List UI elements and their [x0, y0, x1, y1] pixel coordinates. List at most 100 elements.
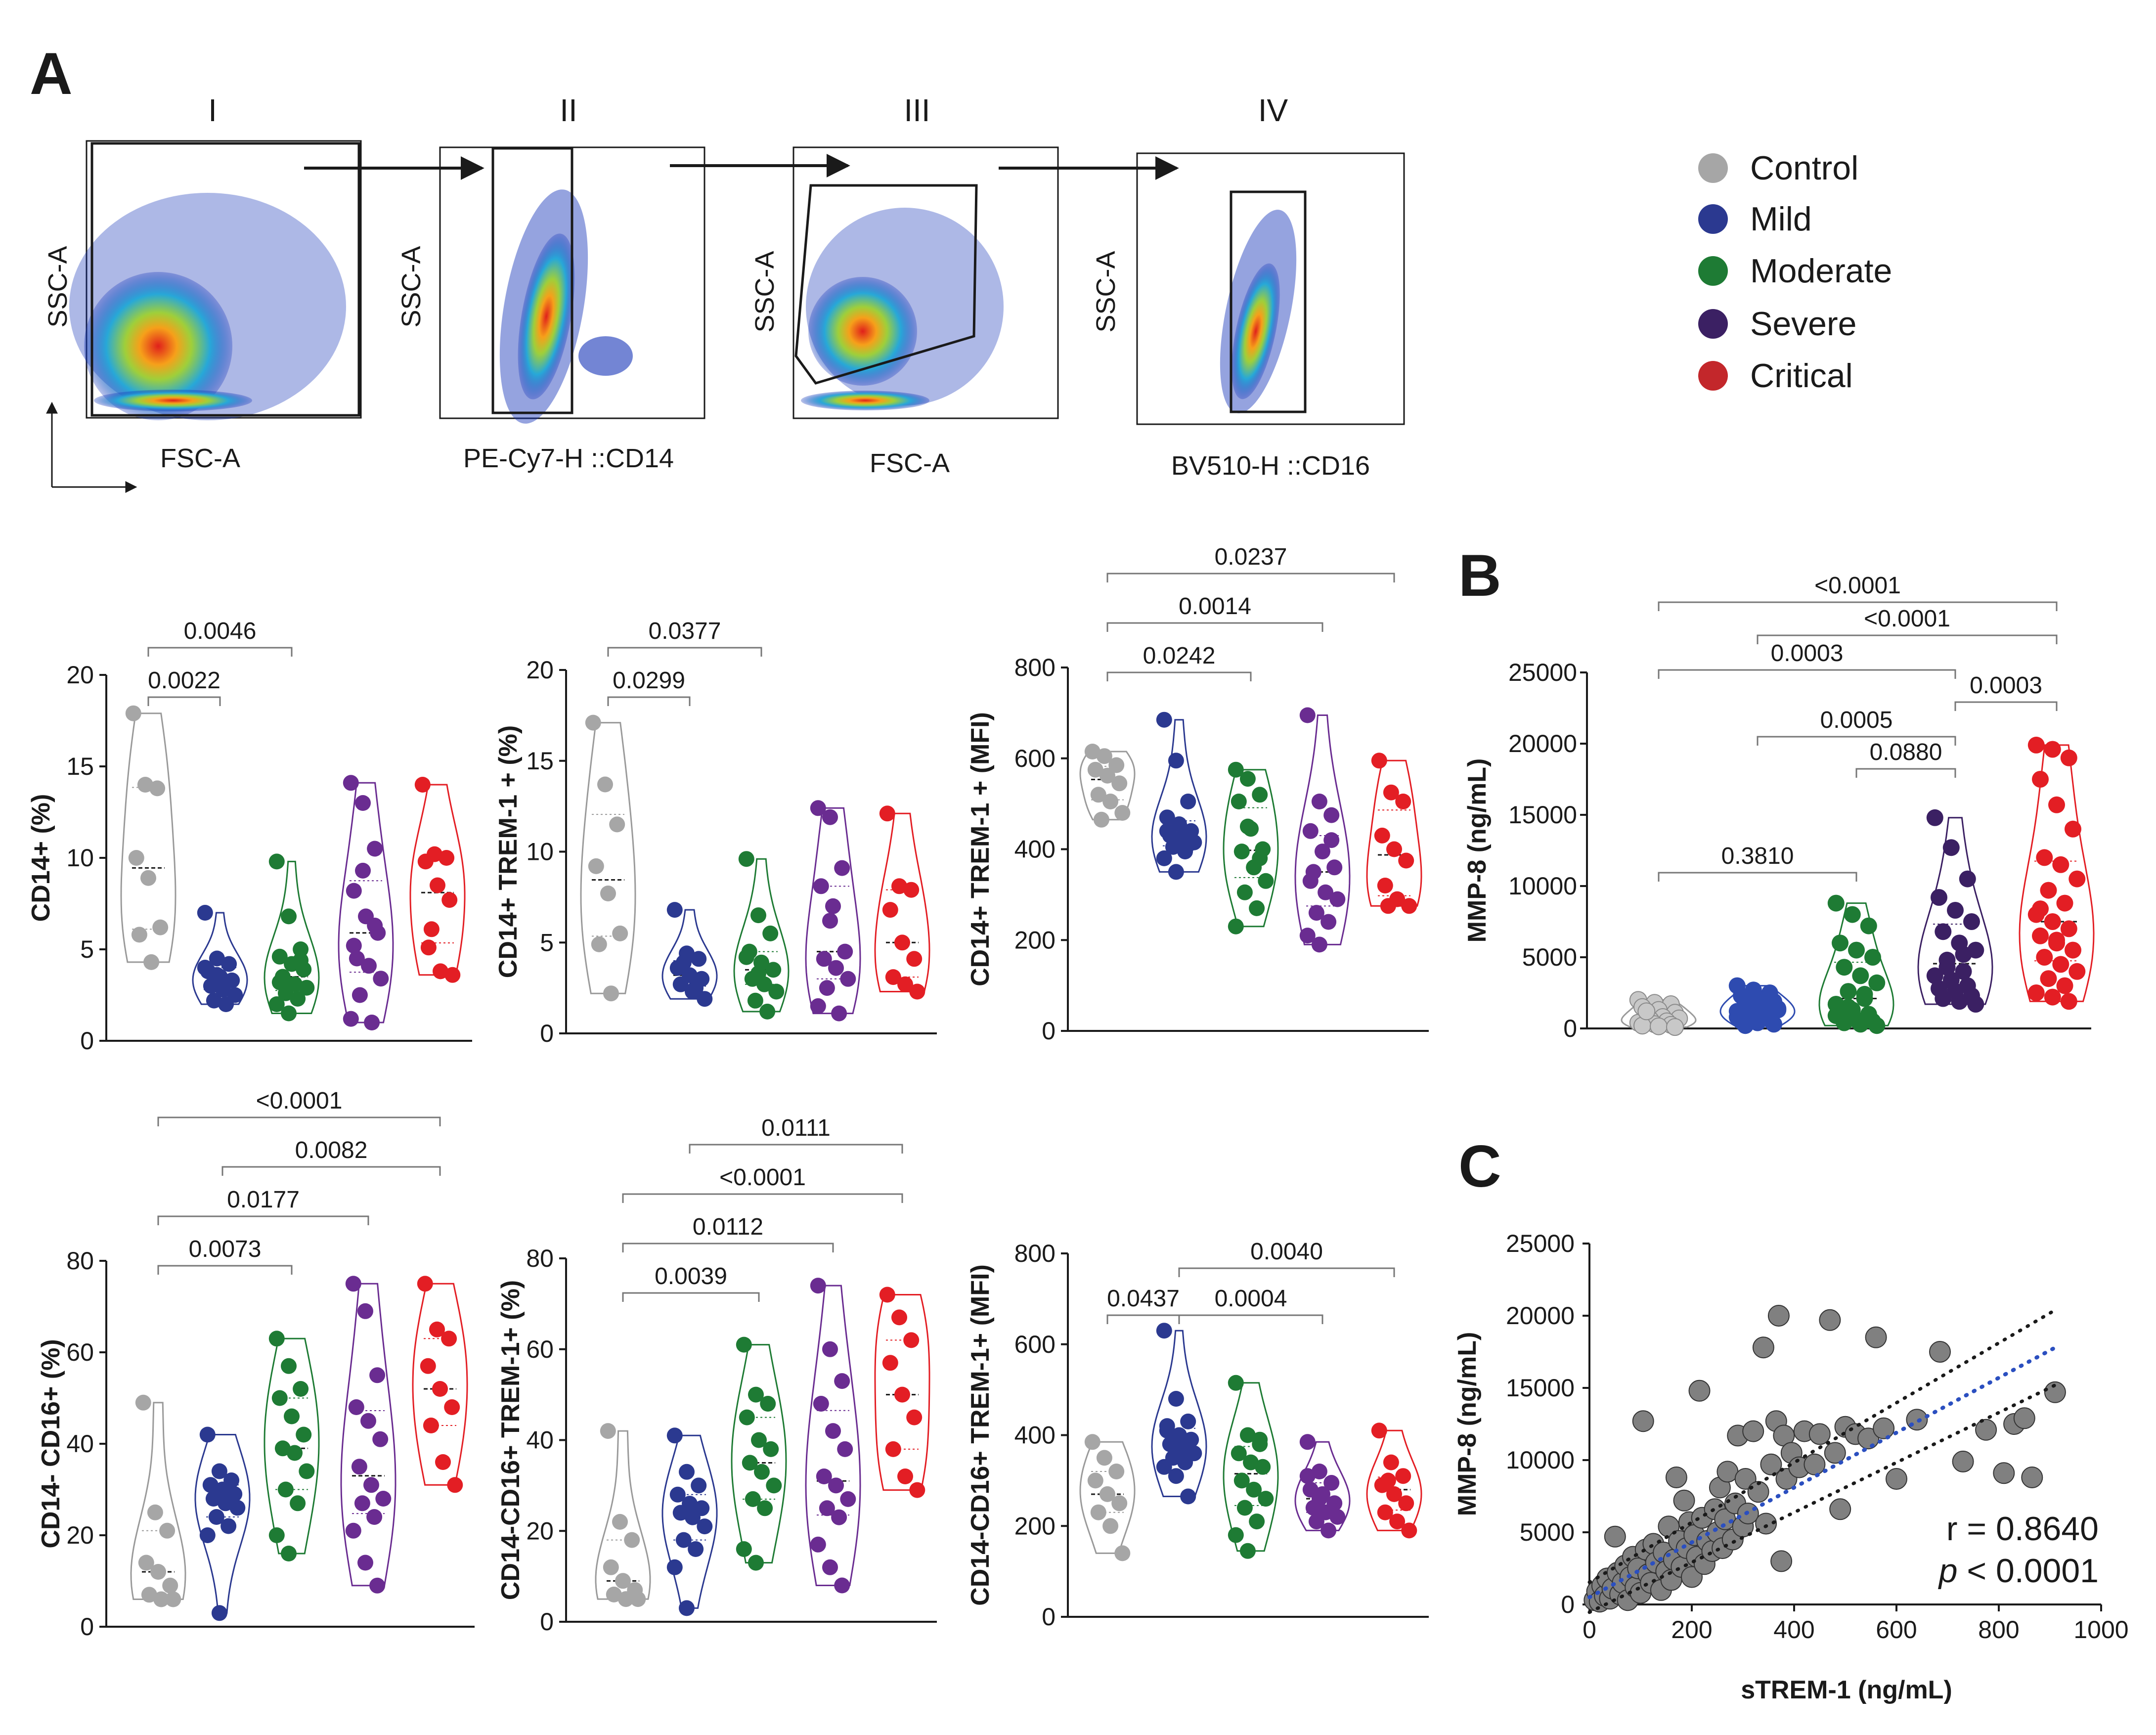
cd14-point-critical — [423, 921, 440, 937]
corr-p-symbol: p — [1938, 1552, 1958, 1590]
trem-violin-control — [580, 722, 636, 994]
cd14-ytick-label: 20 — [66, 661, 94, 689]
mmp8-point-critical — [2056, 977, 2073, 994]
trem_mfi-point-mild — [1159, 809, 1175, 826]
gating-xlabel-2: PE-Cy7-H ::CD14 — [463, 444, 674, 473]
cd16_mfi-point-moderate — [1243, 1454, 1259, 1470]
cd16_mfi-point-mild — [1159, 1418, 1175, 1434]
trem_mfi-point-mild — [1165, 839, 1181, 855]
cd14-point-control — [125, 705, 141, 721]
corr-point — [1824, 1442, 1846, 1464]
cd16_mfi-point-moderate — [1246, 1481, 1262, 1498]
mmp8-point-critical — [2065, 820, 2081, 838]
cd14-point-moderate — [299, 979, 315, 996]
trem-point-moderate — [759, 1003, 776, 1020]
gating-gate-2 — [491, 147, 573, 414]
cd16_trem-point-mild — [675, 1532, 692, 1548]
chart-mmp8-violin: 0 5000 10000 15000 20000 25000 MMP-8 (ng/mL) 0.… — [1463, 573, 2095, 1042]
trem_mfi-point-severe — [1329, 891, 1346, 907]
cd16_mfi-point-moderate — [1249, 1513, 1265, 1530]
cd14-point-severe — [361, 958, 377, 974]
cd16_mfi-point-control — [1114, 1545, 1131, 1561]
corr-point — [1952, 1450, 1974, 1472]
cd16_trem-ytick-label: 60 — [526, 1335, 554, 1363]
cd16-pvalue: 0.0177 — [227, 1187, 300, 1213]
cd14-point-control — [131, 927, 147, 943]
cd16_trem-pvalue: <0.0001 — [719, 1164, 806, 1191]
cd14-point-moderate — [271, 974, 288, 990]
trem-point-critical — [879, 805, 895, 822]
trem_mfi-point-moderate — [1236, 884, 1253, 900]
mmp8-pvalue: 0.3810 — [1721, 843, 1794, 869]
cd14-point-moderate — [271, 948, 288, 965]
cd16_trem-pvalue: 0.0039 — [655, 1263, 727, 1290]
cd14-point-moderate — [268, 853, 285, 870]
mmp8-bracket — [1855, 768, 1956, 778]
mmp8-point-critical — [2060, 749, 2077, 766]
cd16_mfi-point-moderate — [1236, 1500, 1253, 1516]
cd16-point-mild — [205, 1491, 221, 1507]
cd16-point-severe — [357, 1303, 373, 1319]
cd14-ytick-label: 5 — [80, 935, 94, 963]
gating-band-3 — [801, 391, 929, 410]
cd16-point-moderate — [290, 1495, 306, 1512]
trem_mfi-violin-severe — [1294, 714, 1351, 945]
trem_mfi-point-control — [1114, 805, 1131, 821]
mmp8-pvalue: 0.0880 — [1870, 739, 1942, 765]
trem_mfi-violin-mild — [1151, 719, 1207, 873]
cd16_trem-violin-control — [595, 1430, 651, 1600]
trem_mfi-point-control — [1100, 767, 1115, 784]
legend-label-control: Control — [1750, 149, 1858, 187]
gating-ylabel-3: SSC-A — [750, 251, 780, 332]
trem_mfi-point-control — [1102, 794, 1119, 809]
corr-point — [1755, 1513, 1777, 1535]
cd16-point-severe — [375, 1491, 392, 1507]
cd16-violin-critical — [412, 1283, 468, 1486]
trem_mfi-point-critical — [1386, 841, 1402, 857]
mmp8-point-control — [1637, 1002, 1656, 1021]
trem_mfi-point-severe — [1320, 914, 1337, 930]
cd16_mfi-point-mild — [1156, 1323, 1172, 1339]
trem_mfi-point-severe — [1302, 823, 1319, 839]
trem_mfi-point-moderate — [1228, 761, 1244, 778]
cd16-point-severe — [360, 1413, 376, 1429]
cd16_trem-bracket — [622, 1193, 903, 1203]
cd16_trem-point-moderate — [748, 1555, 764, 1571]
gating-blob-4 — [1232, 263, 1280, 400]
trem_mfi-point-critical — [1371, 753, 1387, 769]
mmp8-point-moderate — [1856, 985, 1873, 1003]
cd16_trem-point-moderate — [748, 1386, 764, 1403]
mmp8-violin-moderate — [1818, 902, 1894, 1026]
mmp8-pvalue: 0.0005 — [1820, 707, 1893, 733]
cd16-point-control — [150, 1564, 166, 1580]
trem_mfi-point-critical — [1377, 878, 1393, 893]
mmp8-point-critical — [2040, 882, 2057, 899]
cd16-point-severe — [363, 1477, 379, 1493]
cd16_mfi-point-control — [1084, 1434, 1100, 1450]
cd16_trem-point-severe — [822, 1559, 838, 1575]
cd14-point-critical — [417, 853, 434, 870]
trem_mfi-violin-control — [1079, 751, 1136, 821]
cd14-point-severe — [349, 950, 365, 967]
cd16-bracket — [157, 1116, 441, 1126]
mmp8-point-critical — [2027, 736, 2045, 754]
trem-point-critical — [894, 934, 910, 951]
cd16-point-moderate — [268, 1331, 285, 1347]
cd16-bracket — [157, 1215, 369, 1225]
gating-roman-1: I — [208, 92, 217, 128]
corr-ci-upper — [1587, 1308, 2057, 1584]
cd16_trem-ytick-label: 80 — [526, 1245, 554, 1272]
cd16-point-moderate — [277, 1481, 294, 1498]
chart-cd16-percent: 0 20 40 60 80 CD14- CD16+ (%) 0.0073 0.0177 0.00… — [37, 1088, 475, 1641]
cd16_mfi-point-severe — [1299, 1468, 1316, 1484]
mmp8-point-moderate — [1840, 998, 1857, 1016]
cd16_mfi-point-moderate — [1252, 1436, 1268, 1452]
cd16_trem-point-moderate — [760, 1396, 776, 1412]
cd16_trem-point-control — [615, 1573, 631, 1589]
cd16_mfi-point-moderate — [1258, 1491, 1274, 1507]
mmp8-point-mild — [1753, 1006, 1770, 1023]
cd16_mfi-point-control — [1108, 1464, 1125, 1479]
cd16_trem-point-control — [600, 1423, 616, 1439]
trem_mfi-ytick-label: 800 — [1014, 654, 1056, 681]
gating-blob-1 — [84, 272, 232, 420]
